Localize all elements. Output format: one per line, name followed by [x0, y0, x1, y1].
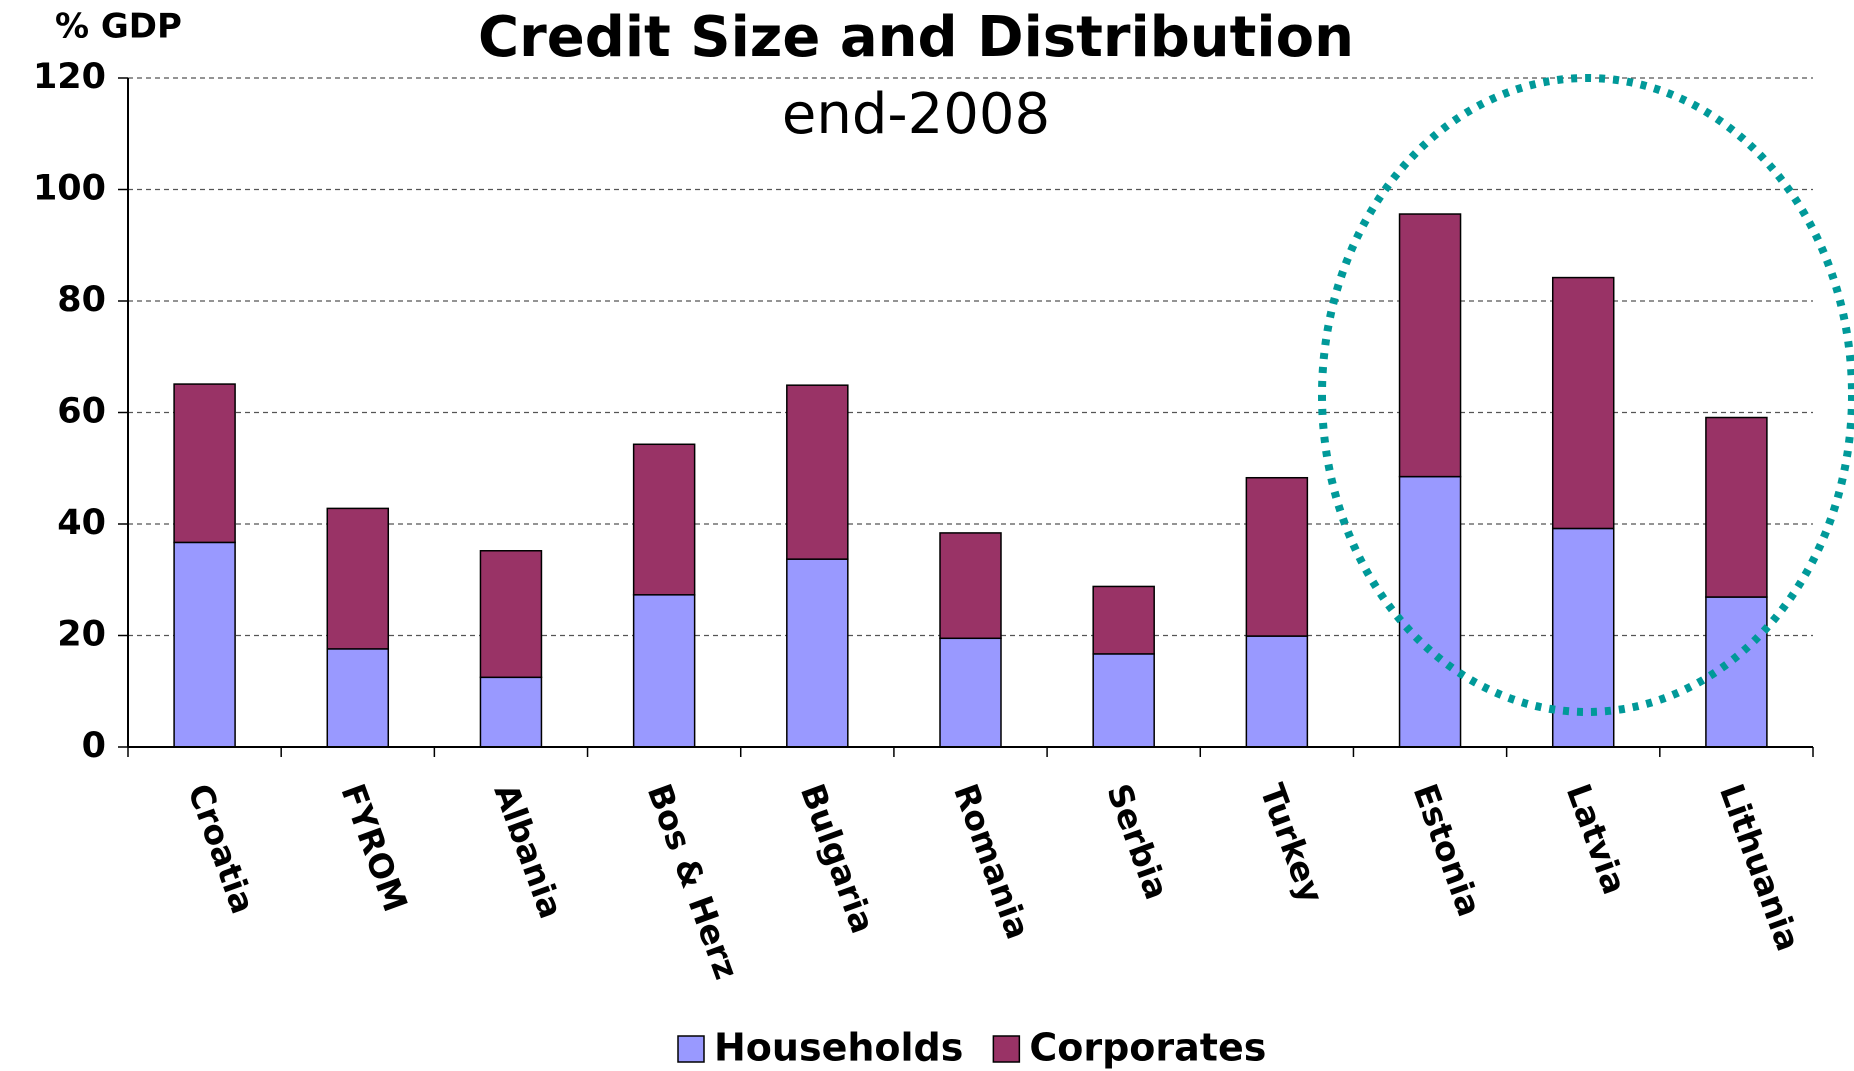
legend-swatch: [992, 1035, 1021, 1063]
chart-title: Credit Size and Distribution: [478, 5, 1354, 70]
y-tick-label: 20: [57, 615, 106, 655]
y-tick-label: 120: [33, 57, 106, 97]
legend-swatch: [677, 1035, 705, 1063]
x-tick-label: Romania: [946, 779, 1038, 944]
bar-segment: [1551, 527, 1615, 748]
bar-segment: [479, 676, 543, 748]
bar-segment: [173, 541, 236, 748]
x-tick-label: Latvia: [1559, 779, 1635, 900]
x-tick-label: Estonia: [1406, 779, 1490, 922]
bar-segment: [1092, 585, 1155, 655]
bar-segment: [632, 594, 696, 748]
bar-segment: [939, 637, 1002, 748]
chart-subtitle: end-2008: [782, 82, 1050, 147]
y-tick-label: 60: [57, 392, 106, 432]
y-tick-label: 40: [57, 503, 106, 543]
bar-segment: [1705, 596, 1768, 748]
bar-segment: [1398, 213, 1462, 478]
bar-segment: [939, 532, 1002, 640]
y-tick-label: 100: [33, 169, 106, 209]
bar-segment: [1245, 635, 1309, 748]
highlight-ellipse: [1318, 74, 1854, 716]
x-tick-label: Albania: [487, 779, 571, 924]
x-tick-label: Lithuania: [1712, 779, 1808, 956]
x-tick-label: Serbia: [1099, 779, 1177, 905]
y-axis-label: % GDP: [55, 7, 182, 47]
legend-label: Corporates: [1029, 1026, 1266, 1070]
bar-segment: [632, 443, 696, 596]
bar-segment: [1092, 653, 1155, 748]
y-tick-label: 0: [82, 726, 106, 766]
bar-segment: [786, 558, 849, 748]
bar-segment: [173, 383, 236, 544]
bar-segment: [326, 507, 390, 650]
bar-segment: [479, 550, 543, 679]
x-tick-label: Bos & Herz: [640, 779, 747, 985]
bar-segment: [326, 648, 390, 748]
x-tick-label: FYROM: [333, 779, 415, 917]
bar-segment: [1245, 476, 1309, 637]
x-tick-label: Bulgaria: [793, 779, 883, 939]
x-tick-label: Turkey: [1252, 779, 1331, 908]
x-tick-label: Croatia: [180, 779, 263, 919]
bar-segment: [1551, 276, 1615, 530]
legend-label: Households: [714, 1026, 963, 1070]
bar-segment: [786, 384, 849, 560]
bar-segment: [1705, 416, 1768, 598]
bar-segment: [1398, 475, 1462, 748]
y-tick-label: 80: [57, 280, 106, 320]
